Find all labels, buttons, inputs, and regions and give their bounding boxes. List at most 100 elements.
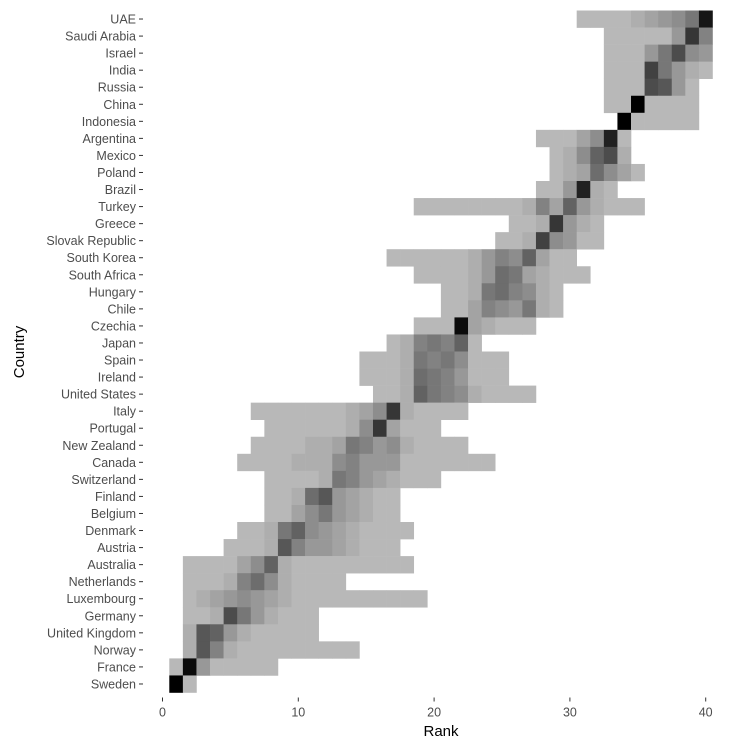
heatmap-cell xyxy=(345,556,360,574)
heatmap-cell xyxy=(603,129,618,148)
heatmap-cell xyxy=(223,658,238,676)
heatmap-cell xyxy=(590,232,605,250)
heatmap-cell xyxy=(590,198,605,216)
heatmap-cell xyxy=(277,539,292,557)
heatmap-cell xyxy=(264,419,279,438)
heatmap-cell xyxy=(617,61,632,79)
y-tick-label: China xyxy=(103,98,136,112)
heatmap-cell xyxy=(549,198,564,216)
heatmap-cell xyxy=(576,181,591,199)
y-tick-label: Ireland xyxy=(98,371,136,385)
heatmap-cell xyxy=(413,385,428,403)
heatmap-cell xyxy=(264,470,279,489)
heatmap-cell xyxy=(305,436,319,455)
heatmap-cell xyxy=(264,590,279,608)
heatmap-cell xyxy=(182,590,197,608)
heatmap-cell xyxy=(318,539,333,557)
y-tick-label: UAE xyxy=(110,13,136,27)
heatmap-cell xyxy=(631,44,645,62)
y-tick-label: Austria xyxy=(97,541,136,555)
heatmap-cell xyxy=(237,624,252,642)
heatmap-cell xyxy=(386,590,401,608)
heatmap-cell xyxy=(413,419,428,438)
heatmap-cell xyxy=(413,453,428,472)
heatmap-cell xyxy=(454,334,469,352)
heatmap-cell xyxy=(210,658,224,676)
heatmap-cell xyxy=(617,44,632,62)
heatmap-cell xyxy=(522,249,537,267)
heatmap-cell xyxy=(386,470,401,489)
heatmap-cell xyxy=(481,300,496,318)
heatmap-cell xyxy=(413,402,428,420)
y-tick-label: South Korea xyxy=(67,251,137,265)
heatmap-cell xyxy=(372,539,387,557)
heatmap-cell xyxy=(522,266,537,284)
heatmap-cell xyxy=(563,181,577,199)
heatmap-cell xyxy=(658,27,673,45)
heatmap-cell xyxy=(685,44,700,62)
heatmap-cell xyxy=(291,539,306,557)
heatmap-cell xyxy=(372,368,387,386)
heatmap-cell xyxy=(603,198,618,216)
heatmap-cell xyxy=(698,10,713,28)
heatmap-cell xyxy=(291,470,306,489)
heatmap-cell xyxy=(685,10,700,28)
heatmap-cell xyxy=(305,419,319,438)
heatmap-cell xyxy=(250,539,265,557)
heatmap-cell xyxy=(400,402,415,420)
heatmap-cell xyxy=(468,283,482,301)
heatmap-cell xyxy=(250,624,265,642)
heatmap-cell xyxy=(481,266,496,284)
heatmap-cell xyxy=(277,419,292,438)
heatmap-cell xyxy=(590,215,605,233)
heatmap-cell xyxy=(427,334,442,352)
heatmap-cell xyxy=(522,317,537,335)
heatmap-cell xyxy=(345,641,360,659)
y-tick-label: Czechia xyxy=(91,319,136,333)
heatmap-cell xyxy=(264,487,279,506)
heatmap-cell xyxy=(196,624,211,642)
heatmap-cell xyxy=(196,556,211,574)
heatmap-cell xyxy=(250,522,265,540)
heatmap-cell xyxy=(427,368,442,386)
heatmap-cell xyxy=(305,453,319,472)
heatmap-cell xyxy=(468,300,482,318)
heatmap-cell xyxy=(277,522,292,540)
heatmap-cell xyxy=(318,556,333,574)
heatmap-cell xyxy=(617,112,632,131)
y-tick-label: Saudi Arabia xyxy=(65,30,136,44)
heatmap-cell xyxy=(495,198,510,216)
heatmap-cell xyxy=(413,198,428,216)
heatmap-cell xyxy=(318,522,333,540)
heatmap-cell xyxy=(454,453,469,472)
heatmap-cell xyxy=(454,368,469,386)
heatmap-cell xyxy=(644,27,659,45)
heatmap-cell xyxy=(549,129,564,148)
heatmap-cell xyxy=(631,61,645,79)
heatmap-cell xyxy=(549,215,564,233)
heatmap-cell xyxy=(563,215,577,233)
heatmap-cell xyxy=(182,624,197,642)
heatmap-cell xyxy=(495,300,510,318)
y-tick-label: Denmark xyxy=(85,524,136,538)
heatmap-cell xyxy=(400,453,415,472)
heatmap-cell xyxy=(345,590,360,608)
heatmap-cell xyxy=(535,181,550,199)
heatmap-cell xyxy=(617,163,632,182)
heatmap-cell xyxy=(196,641,211,659)
heatmap-cell xyxy=(400,419,415,438)
heatmap-cell xyxy=(535,129,550,148)
heatmap-cell xyxy=(359,419,374,438)
heatmap-cell xyxy=(495,317,510,335)
heatmap-cell xyxy=(386,334,401,352)
y-tick-label: Brazil xyxy=(105,183,136,197)
heatmap-cell xyxy=(345,539,360,557)
heatmap-cell xyxy=(495,385,510,403)
heatmap-cell xyxy=(549,163,564,182)
heatmap-cell xyxy=(631,78,645,97)
heatmap-cell xyxy=(603,146,618,165)
heatmap-cell xyxy=(481,368,496,386)
heatmap-cell xyxy=(264,573,279,591)
y-tick-label: Japan xyxy=(102,336,136,350)
heatmap-cell xyxy=(223,590,238,608)
